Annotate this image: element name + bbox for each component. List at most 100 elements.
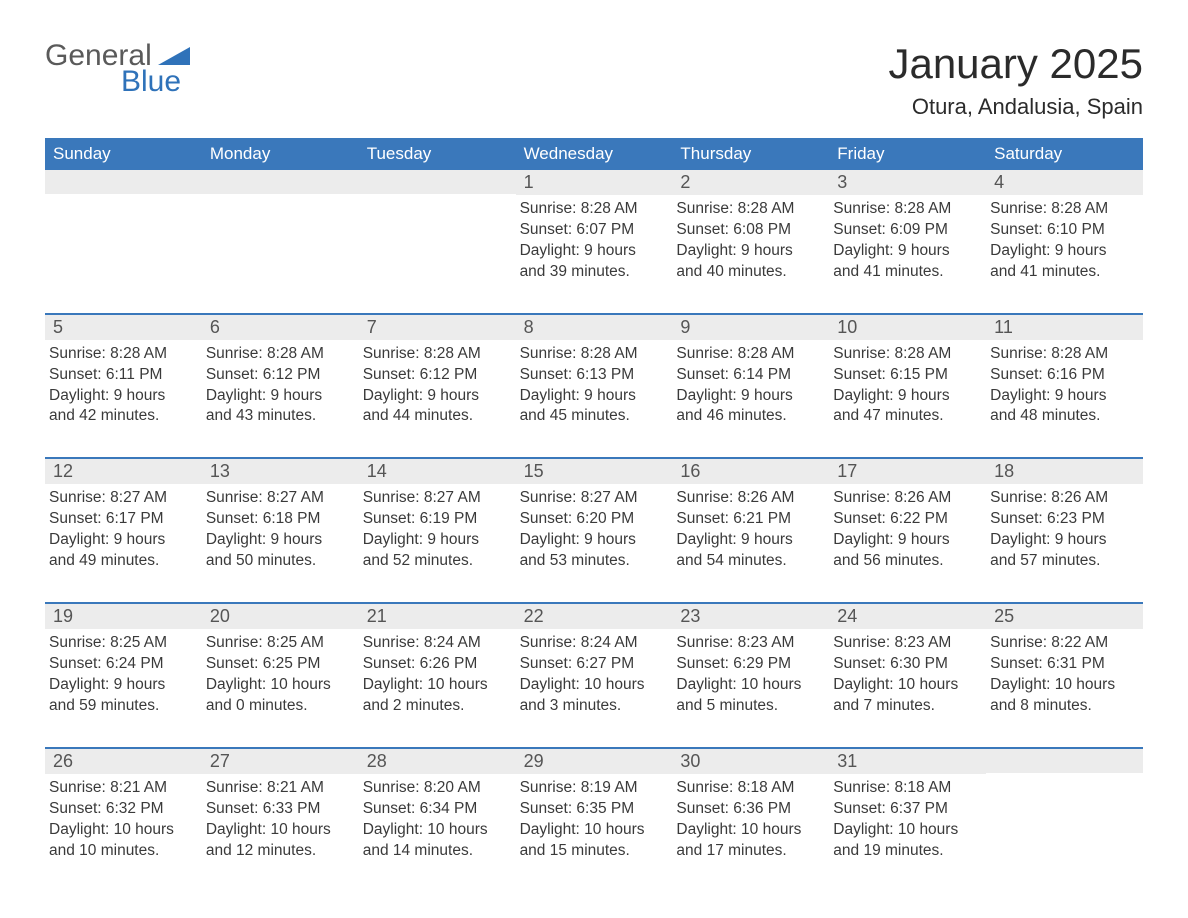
daylight-line: Daylight: 9 hours and 42 minutes. bbox=[49, 386, 194, 428]
day-number: 20 bbox=[202, 604, 359, 629]
sunrise-line: Sunrise: 8:18 AM bbox=[833, 778, 978, 799]
day-cell: 18Sunrise: 8:26 AMSunset: 6:23 PMDayligh… bbox=[986, 459, 1143, 584]
day-number: 30 bbox=[672, 749, 829, 774]
location: Otura, Andalusia, Spain bbox=[888, 94, 1143, 120]
sunrise-line: Sunrise: 8:28 AM bbox=[676, 199, 821, 220]
sunset-line: Sunset: 6:10 PM bbox=[990, 220, 1135, 241]
day-cell: 26Sunrise: 8:21 AMSunset: 6:32 PMDayligh… bbox=[45, 749, 202, 874]
day-cell: 12Sunrise: 8:27 AMSunset: 6:17 PMDayligh… bbox=[45, 459, 202, 584]
sunset-line: Sunset: 6:36 PM bbox=[676, 799, 821, 820]
sunset-line: Sunset: 6:25 PM bbox=[206, 654, 351, 675]
sunset-line: Sunset: 6:35 PM bbox=[520, 799, 665, 820]
day-number: 16 bbox=[672, 459, 829, 484]
daylight-line: Daylight: 9 hours and 59 minutes. bbox=[49, 675, 194, 717]
day-number: 10 bbox=[829, 315, 986, 340]
daylight-line: Daylight: 10 hours and 15 minutes. bbox=[520, 820, 665, 862]
sunset-line: Sunset: 6:11 PM bbox=[49, 365, 194, 386]
day-number: 25 bbox=[986, 604, 1143, 629]
daylight-line: Daylight: 10 hours and 0 minutes. bbox=[206, 675, 351, 717]
day-content: Sunrise: 8:26 AMSunset: 6:22 PMDaylight:… bbox=[829, 484, 986, 572]
day-number: 28 bbox=[359, 749, 516, 774]
daylight-line: Daylight: 9 hours and 41 minutes. bbox=[990, 241, 1135, 283]
sunrise-line: Sunrise: 8:22 AM bbox=[990, 633, 1135, 654]
day-number: 24 bbox=[829, 604, 986, 629]
day-content: Sunrise: 8:19 AMSunset: 6:35 PMDaylight:… bbox=[516, 774, 673, 862]
sunset-line: Sunset: 6:31 PM bbox=[990, 654, 1135, 675]
day-number: 14 bbox=[359, 459, 516, 484]
day-cell: 4Sunrise: 8:28 AMSunset: 6:10 PMDaylight… bbox=[986, 170, 1143, 295]
weekday-header: Tuesday bbox=[359, 138, 516, 170]
daylight-line: Daylight: 9 hours and 49 minutes. bbox=[49, 530, 194, 572]
calendar: SundayMondayTuesdayWednesdayThursdayFrid… bbox=[45, 138, 1143, 873]
daylight-line: Daylight: 10 hours and 8 minutes. bbox=[990, 675, 1135, 717]
day-content: Sunrise: 8:27 AMSunset: 6:17 PMDaylight:… bbox=[45, 484, 202, 572]
sunrise-line: Sunrise: 8:27 AM bbox=[206, 488, 351, 509]
title-block: January 2025 Otura, Andalusia, Spain bbox=[888, 40, 1143, 120]
day-cell bbox=[986, 749, 1143, 874]
day-content: Sunrise: 8:28 AMSunset: 6:09 PMDaylight:… bbox=[829, 195, 986, 283]
daylight-line: Daylight: 9 hours and 57 minutes. bbox=[990, 530, 1135, 572]
daylight-line: Daylight: 9 hours and 40 minutes. bbox=[676, 241, 821, 283]
day-content: Sunrise: 8:28 AMSunset: 6:11 PMDaylight:… bbox=[45, 340, 202, 428]
day-cell: 10Sunrise: 8:28 AMSunset: 6:15 PMDayligh… bbox=[829, 315, 986, 440]
day-number: 8 bbox=[516, 315, 673, 340]
day-content: Sunrise: 8:27 AMSunset: 6:20 PMDaylight:… bbox=[516, 484, 673, 572]
daylight-line: Daylight: 10 hours and 2 minutes. bbox=[363, 675, 508, 717]
day-content: Sunrise: 8:28 AMSunset: 6:14 PMDaylight:… bbox=[672, 340, 829, 428]
day-cell bbox=[359, 170, 516, 295]
weekday-header: Thursday bbox=[672, 138, 829, 170]
day-number: 22 bbox=[516, 604, 673, 629]
daylight-line: Daylight: 9 hours and 43 minutes. bbox=[206, 386, 351, 428]
sunrise-line: Sunrise: 8:28 AM bbox=[206, 344, 351, 365]
day-number: 17 bbox=[829, 459, 986, 484]
daylight-line: Daylight: 9 hours and 41 minutes. bbox=[833, 241, 978, 283]
sunrise-line: Sunrise: 8:26 AM bbox=[833, 488, 978, 509]
sunrise-line: Sunrise: 8:28 AM bbox=[363, 344, 508, 365]
day-content: Sunrise: 8:18 AMSunset: 6:36 PMDaylight:… bbox=[672, 774, 829, 862]
day-cell: 25 Sunrise: 8:22 AMSunset: 6:31 PMDayligh… bbox=[986, 604, 1143, 729]
sunset-line: Sunset: 6:12 PM bbox=[206, 365, 351, 386]
day-cell: 3Sunrise: 8:28 AMSunset: 6:09 PMDaylight… bbox=[829, 170, 986, 295]
sunrise-line: Sunrise: 8:19 AM bbox=[520, 778, 665, 799]
sunrise-line: Sunrise: 8:23 AM bbox=[676, 633, 821, 654]
sunset-line: Sunset: 6:14 PM bbox=[676, 365, 821, 386]
week-row: 5Sunrise: 8:28 AMSunset: 6:11 PMDaylight… bbox=[45, 313, 1143, 440]
day-number: 18 bbox=[986, 459, 1143, 484]
day-number: 9 bbox=[672, 315, 829, 340]
sunset-line: Sunset: 6:24 PM bbox=[49, 654, 194, 675]
day-cell: 22Sunrise: 8:24 AMSunset: 6:27 PMDayligh… bbox=[516, 604, 673, 729]
sunrise-line: Sunrise: 8:24 AM bbox=[363, 633, 508, 654]
day-number: 1 bbox=[516, 170, 673, 195]
daylight-line: Daylight: 10 hours and 10 minutes. bbox=[49, 820, 194, 862]
daylight-line: Daylight: 10 hours and 14 minutes. bbox=[363, 820, 508, 862]
daylight-line: Daylight: 9 hours and 52 minutes. bbox=[363, 530, 508, 572]
day-cell: 15Sunrise: 8:27 AMSunset: 6:20 PMDayligh… bbox=[516, 459, 673, 584]
day-content: Sunrise: 8:27 AMSunset: 6:19 PMDaylight:… bbox=[359, 484, 516, 572]
sunrise-line: Sunrise: 8:28 AM bbox=[49, 344, 194, 365]
day-content: Sunrise: 8:28 AMSunset: 6:12 PMDaylight:… bbox=[202, 340, 359, 428]
logo-text-blue: Blue bbox=[121, 66, 190, 98]
day-cell: 29Sunrise: 8:19 AMSunset: 6:35 PMDayligh… bbox=[516, 749, 673, 874]
weekday-header: Wednesday bbox=[516, 138, 673, 170]
sunset-line: Sunset: 6:37 PM bbox=[833, 799, 978, 820]
day-cell: 20Sunrise: 8:25 AMSunset: 6:25 PMDayligh… bbox=[202, 604, 359, 729]
day-content: Sunrise: 8:28 AMSunset: 6:08 PMDaylight:… bbox=[672, 195, 829, 283]
sunrise-line: Sunrise: 8:28 AM bbox=[990, 199, 1135, 220]
sunrise-line: Sunrise: 8:27 AM bbox=[49, 488, 194, 509]
day-number bbox=[45, 170, 202, 194]
daylight-line: Daylight: 10 hours and 7 minutes. bbox=[833, 675, 978, 717]
sunrise-line: Sunrise: 8:20 AM bbox=[363, 778, 508, 799]
sunset-line: Sunset: 6:30 PM bbox=[833, 654, 978, 675]
weekday-header: Monday bbox=[202, 138, 359, 170]
day-cell: 5Sunrise: 8:28 AMSunset: 6:11 PMDaylight… bbox=[45, 315, 202, 440]
sunset-line: Sunset: 6:19 PM bbox=[363, 509, 508, 530]
sunrise-line: Sunrise: 8:18 AM bbox=[676, 778, 821, 799]
day-content: Sunrise: 8:21 AMSunset: 6:33 PMDaylight:… bbox=[202, 774, 359, 862]
sunset-line: Sunset: 6:16 PM bbox=[990, 365, 1135, 386]
day-number: 15 bbox=[516, 459, 673, 484]
daylight-line: Daylight: 10 hours and 19 minutes. bbox=[833, 820, 978, 862]
day-content: Sunrise: 8:26 AMSunset: 6:23 PMDaylight:… bbox=[986, 484, 1143, 572]
day-number: 7 bbox=[359, 315, 516, 340]
sunset-line: Sunset: 6:33 PM bbox=[206, 799, 351, 820]
sunrise-line: Sunrise: 8:28 AM bbox=[520, 344, 665, 365]
